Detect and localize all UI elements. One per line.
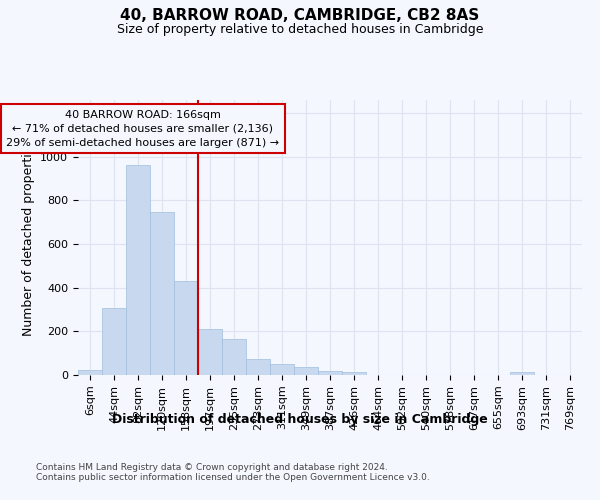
Bar [294,368,318,375]
Bar [150,212,174,375]
Bar [510,372,534,375]
Text: Contains public sector information licensed under the Open Government Licence v3: Contains public sector information licen… [36,472,430,482]
Text: Size of property relative to detached houses in Cambridge: Size of property relative to detached ho… [117,22,483,36]
Text: Distribution of detached houses by size in Cambridge: Distribution of detached houses by size … [112,412,488,426]
Text: Contains HM Land Registry data © Crown copyright and database right 2024.: Contains HM Land Registry data © Crown c… [36,462,388,471]
Text: 40 BARROW ROAD: 166sqm
← 71% of detached houses are smaller (2,136)
29% of semi-: 40 BARROW ROAD: 166sqm ← 71% of detached… [6,110,280,148]
Bar [270,364,294,375]
Bar [246,358,270,375]
Text: 40, BARROW ROAD, CAMBRIDGE, CB2 8AS: 40, BARROW ROAD, CAMBRIDGE, CB2 8AS [121,8,479,22]
Bar [78,370,102,375]
Bar [174,281,198,375]
Bar [198,329,222,375]
Bar [126,166,150,375]
Bar [222,339,246,375]
Y-axis label: Number of detached properties: Number of detached properties [22,139,35,336]
Bar [342,372,366,375]
Bar [318,370,342,375]
Bar [102,308,126,375]
